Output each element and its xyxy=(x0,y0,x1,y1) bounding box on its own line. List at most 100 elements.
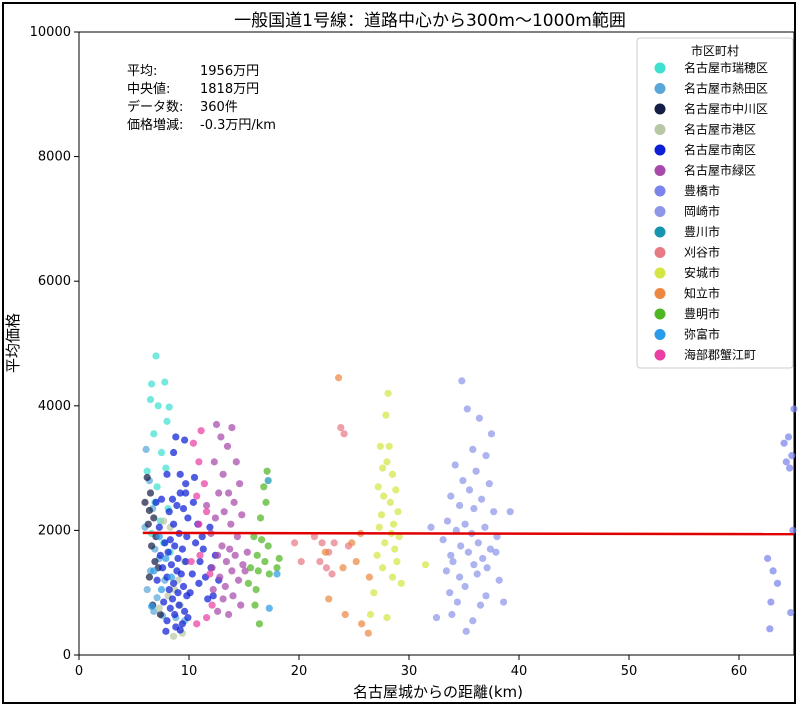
data-point xyxy=(175,601,183,609)
data-point xyxy=(162,627,170,635)
data-point xyxy=(223,442,232,450)
x-tick-label: 60 xyxy=(731,664,748,679)
data-point xyxy=(244,579,252,587)
legend-item-label: 岡崎市 xyxy=(684,204,720,219)
legend-marker xyxy=(654,144,666,156)
data-point xyxy=(171,542,179,550)
data-point xyxy=(383,614,391,622)
legend-marker xyxy=(654,103,666,115)
data-point xyxy=(198,533,206,541)
data-point xyxy=(163,470,171,478)
data-point xyxy=(364,629,372,637)
data-point xyxy=(379,464,387,472)
x-tick-label: 50 xyxy=(621,664,638,679)
data-point xyxy=(469,617,477,625)
data-point xyxy=(787,609,795,617)
data-point xyxy=(196,551,204,559)
data-point xyxy=(170,579,178,587)
x-tick-label: 20 xyxy=(291,664,308,679)
legend-marker xyxy=(654,288,666,299)
data-point xyxy=(161,539,169,547)
data-point xyxy=(341,610,349,619)
data-point xyxy=(273,570,281,578)
data-point xyxy=(210,458,218,466)
data-point xyxy=(482,452,490,460)
stat-label: 価格増減: xyxy=(127,117,183,133)
data-point xyxy=(458,377,466,385)
data-point xyxy=(148,542,156,550)
data-point xyxy=(155,604,163,612)
x-tick-label: 10 xyxy=(181,664,198,679)
data-point xyxy=(193,492,201,500)
data-point xyxy=(197,427,205,435)
data-point xyxy=(153,594,161,602)
legend-marker xyxy=(654,62,666,74)
data-point xyxy=(187,557,195,566)
data-point xyxy=(473,570,481,578)
data-point xyxy=(182,557,190,566)
data-point xyxy=(231,551,239,559)
y-tick-label: 10000 xyxy=(30,25,71,40)
data-point xyxy=(766,625,774,633)
data-point xyxy=(394,508,402,516)
data-point xyxy=(232,458,240,466)
data-point xyxy=(485,480,493,488)
data-point xyxy=(228,567,236,575)
data-point xyxy=(184,614,192,622)
data-point xyxy=(255,620,263,628)
chart-title: 一般国道1号線：道路中心から300m～1000m範囲 xyxy=(234,11,626,31)
data-point xyxy=(456,573,464,581)
stat-value: 1818万円 xyxy=(200,82,259,97)
legend-marker xyxy=(654,349,666,361)
legend-item-label: 名古屋市瑞穂区 xyxy=(684,60,768,75)
x-tick-label: 30 xyxy=(401,664,418,679)
data-point xyxy=(199,545,207,553)
data-point xyxy=(219,470,227,478)
data-point xyxy=(377,511,386,519)
data-point xyxy=(221,582,229,591)
data-point xyxy=(487,430,496,438)
data-point xyxy=(173,501,181,510)
data-point xyxy=(492,548,500,556)
data-point xyxy=(151,557,159,566)
legend-item-label: 名古屋市港区 xyxy=(684,122,756,137)
data-point xyxy=(788,452,796,460)
data-point xyxy=(203,508,211,516)
data-point xyxy=(780,439,788,447)
data-point xyxy=(374,483,382,491)
data-point xyxy=(464,548,472,556)
data-point xyxy=(176,470,184,478)
data-point xyxy=(167,561,175,569)
data-point xyxy=(373,551,381,559)
data-point xyxy=(472,467,480,475)
trend-line xyxy=(142,531,795,536)
legend-item-label: 刈谷市 xyxy=(684,245,720,260)
legend-marker xyxy=(654,247,666,258)
data-point xyxy=(459,476,467,485)
legend-marker xyxy=(654,267,666,279)
data-point xyxy=(470,561,478,569)
data-point xyxy=(392,486,400,494)
data-point xyxy=(177,570,185,578)
legend-marker xyxy=(654,206,666,217)
data-point xyxy=(297,557,305,566)
legend-marker xyxy=(654,165,666,176)
data-point xyxy=(421,561,430,569)
data-point xyxy=(452,526,460,535)
data-point xyxy=(189,439,197,447)
data-point xyxy=(166,604,174,612)
data-point xyxy=(155,533,163,541)
legend-marker xyxy=(654,226,666,238)
legend: 市区町村 名古屋市瑞穂区名古屋市熱田区名古屋市中川区名古屋市港区名古屋市南区名古… xyxy=(636,37,794,369)
data-point xyxy=(506,508,514,516)
data-point xyxy=(214,607,222,615)
data-point xyxy=(448,610,456,619)
data-point xyxy=(254,567,262,575)
data-point xyxy=(784,433,793,441)
data-point xyxy=(789,526,797,535)
data-point xyxy=(495,576,503,584)
data-point xyxy=(470,504,478,513)
legend-marker xyxy=(654,185,666,197)
data-point xyxy=(251,601,259,609)
